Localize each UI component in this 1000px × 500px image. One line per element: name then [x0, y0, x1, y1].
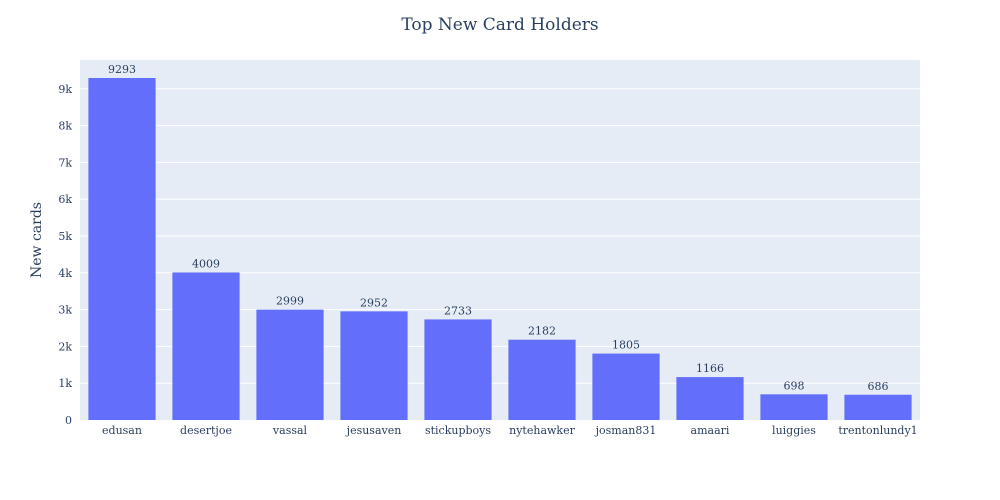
bar-stickupboys[interactable] — [424, 319, 492, 420]
x-tick-label: trentonlundy1 — [838, 424, 917, 437]
bars — [88, 77, 912, 420]
x-tick-label: josman831 — [594, 424, 657, 437]
y-tick-label: 7k — [58, 156, 72, 169]
data-labels: 9293 4009 2999 2952 2733 2182 1805 1166 698 686 — [108, 63, 889, 393]
y-tick-label: 5k — [58, 230, 72, 243]
x-tick-label: luiggies — [772, 424, 816, 437]
bar-vassal[interactable] — [256, 309, 324, 420]
bar-edusan[interactable] — [88, 77, 156, 420]
y-tick-label: 8k — [58, 120, 72, 133]
bar-nytehawker[interactable] — [508, 339, 576, 420]
x-tick-label: vassal — [272, 424, 308, 437]
bar-josman831[interactable] — [592, 353, 660, 420]
y-tick-label: 4k — [58, 267, 72, 280]
bar-amaari[interactable] — [676, 377, 744, 420]
x-tick-label: desertjoe — [180, 424, 232, 437]
x-tick-label: jesusaven — [345, 424, 402, 437]
chart-title: Top New Card Holders — [401, 15, 598, 35]
data-label: 1166 — [696, 362, 724, 375]
x-tick-label: nytehawker — [509, 424, 575, 437]
data-label: 2733 — [444, 304, 472, 317]
x-tick-label: stickupboys — [425, 424, 491, 437]
data-label: 686 — [868, 380, 889, 393]
bar-trentonlundy1[interactable] — [844, 394, 912, 420]
bar-jesusaven[interactable] — [340, 311, 408, 420]
data-label: 4009 — [192, 257, 220, 270]
x-tick-label: edusan — [102, 424, 142, 437]
y-tick-label: 6k — [58, 193, 72, 206]
x-tick-label: amaari — [691, 424, 730, 437]
data-label: 698 — [784, 379, 805, 392]
data-label: 2999 — [276, 295, 304, 308]
y-tick-label: 3k — [58, 304, 72, 317]
bar-luiggies[interactable] — [760, 394, 828, 420]
x-axis-ticks: edusan desertjoe vassal jesusaven stickupboy… — [102, 424, 918, 437]
data-label: 2182 — [528, 325, 556, 338]
data-label: 2952 — [360, 296, 388, 309]
y-tick-label: 1k — [58, 377, 72, 390]
data-label: 1805 — [612, 339, 640, 352]
y-axis-title: New cards — [29, 202, 45, 278]
y-tick-label: 2k — [58, 340, 72, 353]
y-tick-label: 9k — [58, 83, 72, 96]
y-axis-ticks: 0 1k 2k 3k 4k 5k 6k 7k 8k 9k — [58, 83, 72, 427]
y-tick-label: 0 — [65, 414, 72, 427]
bar-desertjoe[interactable] — [172, 272, 240, 420]
data-label: 9293 — [108, 63, 136, 76]
